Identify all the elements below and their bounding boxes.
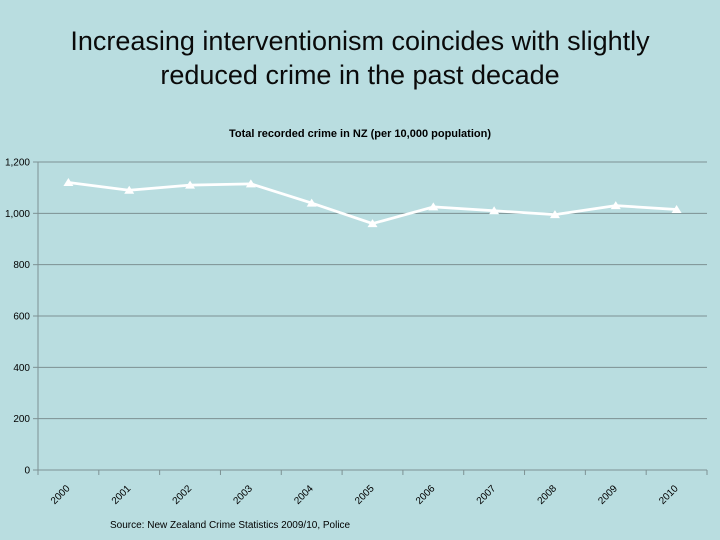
x-axis-label: 2009 bbox=[596, 483, 620, 507]
slide-title-line-2: reduced crime in the past decade bbox=[160, 60, 560, 90]
data-point-marker bbox=[306, 198, 317, 207]
data-point-marker bbox=[124, 185, 135, 194]
y-axis-label: 0 bbox=[24, 466, 30, 477]
slide-title-line-1: Increasing interventionism coincides wit… bbox=[70, 26, 650, 56]
x-axis-label: 2002 bbox=[171, 483, 195, 507]
x-axis-label: 2004 bbox=[292, 483, 316, 507]
x-axis-label: 2010 bbox=[657, 483, 681, 507]
y-axis-label: 200 bbox=[13, 414, 30, 425]
series-line bbox=[68, 181, 677, 225]
x-axis-label: 2008 bbox=[536, 483, 560, 507]
x-axis-label: 2000 bbox=[49, 483, 73, 507]
data-point-marker bbox=[63, 178, 74, 187]
x-axis-label: 2003 bbox=[231, 483, 255, 507]
data-point-marker bbox=[549, 210, 560, 219]
data-point-marker bbox=[428, 202, 439, 211]
source-note: Source: New Zealand Crime Statistics 200… bbox=[110, 520, 351, 531]
data-point-marker bbox=[245, 179, 256, 188]
data-point-marker bbox=[489, 206, 500, 215]
x-axis-label: 2005 bbox=[353, 483, 377, 507]
y-axis-label: 800 bbox=[13, 260, 30, 271]
x-axis-label: 2001 bbox=[110, 483, 134, 507]
x-axis-label: 2007 bbox=[475, 483, 499, 507]
data-point-marker bbox=[671, 204, 682, 213]
data-point-marker bbox=[367, 219, 378, 228]
data-point-marker bbox=[185, 180, 196, 189]
chart-title: Total recorded crime in NZ (per 10,000 p… bbox=[228, 128, 491, 140]
y-axis-label: 400 bbox=[13, 363, 30, 374]
x-axis-label: 2006 bbox=[414, 483, 438, 507]
y-axis-label: 600 bbox=[13, 312, 30, 323]
slide-title: Increasing interventionism coincides wit… bbox=[0, 24, 720, 92]
y-axis-label: 1,000 bbox=[5, 209, 30, 220]
y-axis-label: 1,200 bbox=[5, 158, 30, 169]
data-point-marker bbox=[610, 201, 621, 210]
